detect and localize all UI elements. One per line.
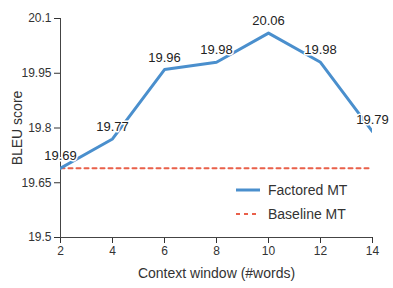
svg-text:19.69: 19.69 [44,148,77,163]
svg-text:2: 2 [57,244,64,258]
html-text:Factored MT: Factored MT [268,182,348,198]
svg-text:20.1: 20.1 [28,11,52,25]
svg-text:14: 14 [366,244,380,258]
svg-text:8: 8 [213,244,220,258]
svg-text:19.98: 19.98 [200,42,233,57]
svg-text:19.5: 19.5 [28,230,52,244]
svg-text:19.8: 19.8 [28,121,52,135]
svg-text:6: 6 [161,244,168,258]
svg-text:BLEU score: BLEU score [9,90,25,165]
html-text:Baseline MT: Baseline MT [268,206,346,222]
svg-text:Context window (#words): Context window (#words) [138,265,295,281]
svg-text:20.06: 20.06 [252,13,285,28]
svg-text:19.79: 19.79 [356,112,389,127]
svg-text:10: 10 [262,244,276,258]
svg-text:19.98: 19.98 [304,42,337,57]
svg-text:19.77: 19.77 [96,119,129,134]
svg-text:19.95: 19.95 [21,66,51,80]
svg-text:4: 4 [109,244,116,258]
svg-text:12: 12 [314,244,328,258]
svg-text:19.65: 19.65 [21,176,51,190]
svg-text:19.96: 19.96 [148,50,181,65]
